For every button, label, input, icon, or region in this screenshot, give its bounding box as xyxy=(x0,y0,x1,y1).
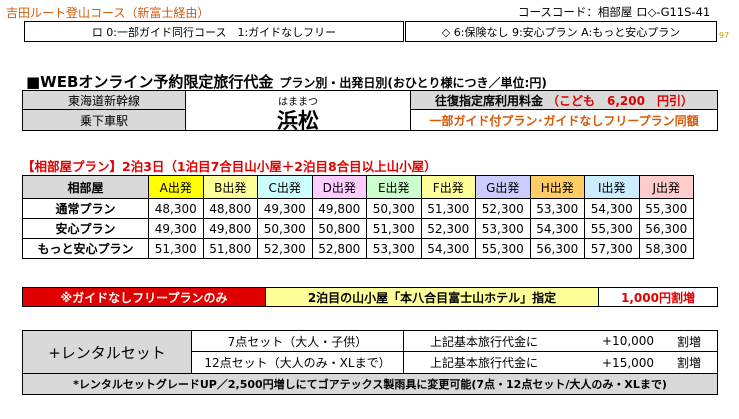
guide-free-text: ※ガイドなしフリープランのみ xyxy=(60,290,228,305)
price-cell: 53,300 xyxy=(475,218,531,239)
web-price-title: ■WEBオンライン予約限定旅行代金 xyxy=(26,73,274,91)
price-cell: 56,300 xyxy=(638,218,694,239)
price-cell: 50,300 xyxy=(257,218,313,239)
price-cell: 54,300 xyxy=(529,218,585,239)
plan-name: もっと安心プラン xyxy=(22,238,149,259)
price-cell: 51,300 xyxy=(366,218,422,239)
hotel-note-text: 2泊目の山小屋「本八合目富士山ホテル」指定 xyxy=(307,290,557,305)
table-row: 通常プラン 48,300 48,800 49,300 49,800 50,300 51,30… xyxy=(22,198,694,219)
plan-note-cell: 一部ガイド付プラン･ガイドなしフリープラン同額 xyxy=(410,109,718,131)
price-cell: 49,300 xyxy=(257,198,313,219)
price-cell: 55,300 xyxy=(584,218,640,239)
price-cell: 49,800 xyxy=(202,218,258,239)
web-price-subtitle: プラン別・出発日別(おひとり様につき／単位:円) xyxy=(279,76,547,90)
price-cell: 55,300 xyxy=(638,198,694,219)
plan-note: 一部ガイド付プラン･ガイドなしフリープラン同額 xyxy=(429,113,699,128)
departure-header-f: F出発 xyxy=(420,175,476,199)
price-cell: 51,300 xyxy=(148,238,204,259)
station-label: 乗下車駅 xyxy=(79,113,128,128)
hotel-note: 2泊目の山小屋「本八合目富士山ホテル」指定 xyxy=(265,287,599,307)
rental-note-cell: *レンタルセットグレードUP／2,500円増しにてゴアテックス製雨具に変更可能(… xyxy=(22,373,718,395)
course-type-text: ロ 0:一部ガイド同行コース 1:ガイドなしフリー xyxy=(91,25,337,39)
price-cell: 50,800 xyxy=(311,218,367,239)
price-cell: 52,300 xyxy=(257,238,313,259)
city-reading: はままつ xyxy=(278,97,318,108)
departure-header-j: J出発 xyxy=(638,175,694,199)
rental-7-price: +10,000 xyxy=(602,334,655,348)
station-label-cell: 乗下車駅 xyxy=(22,109,186,131)
departure-city: 浜松 xyxy=(277,109,319,133)
insurance-selector: ◇ 6:保険なし 9:安心プラン A:もっと安心プラン xyxy=(405,21,717,42)
departure-header-e: E出発 xyxy=(366,175,422,199)
departure-header-b: B出発 xyxy=(202,175,258,199)
price-cell: 48,800 xyxy=(202,198,258,219)
rental-7-name: 7点セット（大人・子供） xyxy=(227,334,368,349)
price-cell: 52,800 xyxy=(311,238,367,259)
price-cell: 51,300 xyxy=(420,198,476,219)
price-cell: 55,300 xyxy=(475,238,531,259)
rental-12-name: 12点セット（大人のみ・XLまで） xyxy=(204,356,391,370)
train-line: 東海道新幹線 xyxy=(67,93,140,108)
table-row: もっと安心プラン 51,300 51,800 52,300 52,800 53,300 54… xyxy=(22,238,694,259)
price-cell: 49,800 xyxy=(311,198,367,219)
fare-cell: 往復指定席利用料金 （こども 6,200 円引） xyxy=(410,90,718,110)
price-cell: 50,300 xyxy=(366,198,422,219)
price-cell: 52,300 xyxy=(475,198,531,219)
rental-set-label: +レンタルセット xyxy=(22,330,192,374)
departure-header-c: C出発 xyxy=(257,175,313,199)
course-code: コースコード：相部屋 ロ◇-G11S-41 xyxy=(518,5,711,19)
rental-12-name-cell: 12点セット（大人のみ・XLまで） xyxy=(191,351,404,374)
child-discount: （こども 6,200 円引） xyxy=(547,93,693,108)
departure-header-h: H出発 xyxy=(529,175,585,199)
rental-7-price-cell: 上記基本旅行代金に +10,000 割増 xyxy=(403,330,718,352)
price-cell: 52,300 xyxy=(420,218,476,239)
departure-header-d: D出発 xyxy=(311,175,367,199)
rental-7-unit: 割増 xyxy=(677,334,702,349)
price-header-row: 相部屋 A出発 B出発 C出発 D出発 E出発 F出発 G出発 H出発 I出発 J出発 xyxy=(22,175,694,199)
price-cell: 58,300 xyxy=(638,238,694,259)
page-number: 97 xyxy=(719,31,730,40)
web-price-heading: ■WEBオンライン予約限定旅行代金 プラン別・出発日別(おひとり様につき／単位:円… xyxy=(26,71,547,92)
departure-header-g: G出発 xyxy=(475,175,531,199)
rental-12-price: +15,000 xyxy=(602,355,655,370)
departure-city-cell: はままつ 浜松 xyxy=(185,90,411,133)
train-line-cell: 東海道新幹線 xyxy=(22,90,186,110)
price-table: 相部屋 A出発 B出発 C出発 D出発 E出発 F出発 G出発 H出発 I出発 J出発 通常プラン 48… xyxy=(22,175,694,259)
price-cell: 54,300 xyxy=(420,238,476,259)
surcharge: 1,000円割増 xyxy=(598,287,718,307)
insurance-text: ◇ 6:保険なし 9:安心プラン A:もっと安心プラン xyxy=(441,25,681,39)
surcharge-text: 1,000円割増 xyxy=(621,290,695,305)
rental-set-text: +レンタルセット xyxy=(48,343,166,362)
price-cell: 53,300 xyxy=(529,198,585,219)
price-cell: 49,300 xyxy=(148,218,204,239)
price-cell: 53,300 xyxy=(366,238,422,259)
rental-12-price-cell: 上記基本旅行代金に +15,000 割増 xyxy=(403,351,718,374)
course-type-selector: ロ 0:一部ガイド同行コース 1:ガイドなしフリー xyxy=(24,21,404,42)
price-cell: 48,300 xyxy=(148,198,204,219)
table-row: 安心プラン 49,300 49,800 50,300 50,800 51,300 52,30… xyxy=(22,218,694,239)
rental-7-basis: 上記基本旅行代金に xyxy=(430,334,539,349)
departure-header-a: A出発 xyxy=(148,175,204,199)
price-cell: 56,300 xyxy=(529,238,585,259)
price-cell: 54,300 xyxy=(584,198,640,219)
price-cell: 51,800 xyxy=(202,238,258,259)
plan-name: 通常プラン xyxy=(22,198,149,219)
rental-note: *レンタルセットグレードUP／2,500円増しにてゴアテックス製雨具に変更可能(… xyxy=(73,378,667,391)
price-cell: 57,300 xyxy=(584,238,640,259)
fare-label: 往復指定席利用料金 xyxy=(435,93,544,108)
route-title: 吉田ルート登山コース（新富士経由） xyxy=(6,6,210,20)
guide-free-label: ※ガイドなしフリープランのみ xyxy=(22,287,266,307)
room-type-header: 相部屋 xyxy=(22,175,149,199)
rental-12-unit: 割増 xyxy=(677,356,702,370)
departure-header-i: I出発 xyxy=(584,175,640,199)
rental-12-basis: 上記基本旅行代金に xyxy=(430,356,539,370)
plan-name: 安心プラン xyxy=(22,218,149,239)
plan-heading: 【相部屋プラン】2泊3日（1泊目7合目山小屋＋2泊目8合目以上山小屋） xyxy=(22,159,437,174)
rental-7-name-cell: 7点セット（大人・子供） xyxy=(191,330,404,352)
